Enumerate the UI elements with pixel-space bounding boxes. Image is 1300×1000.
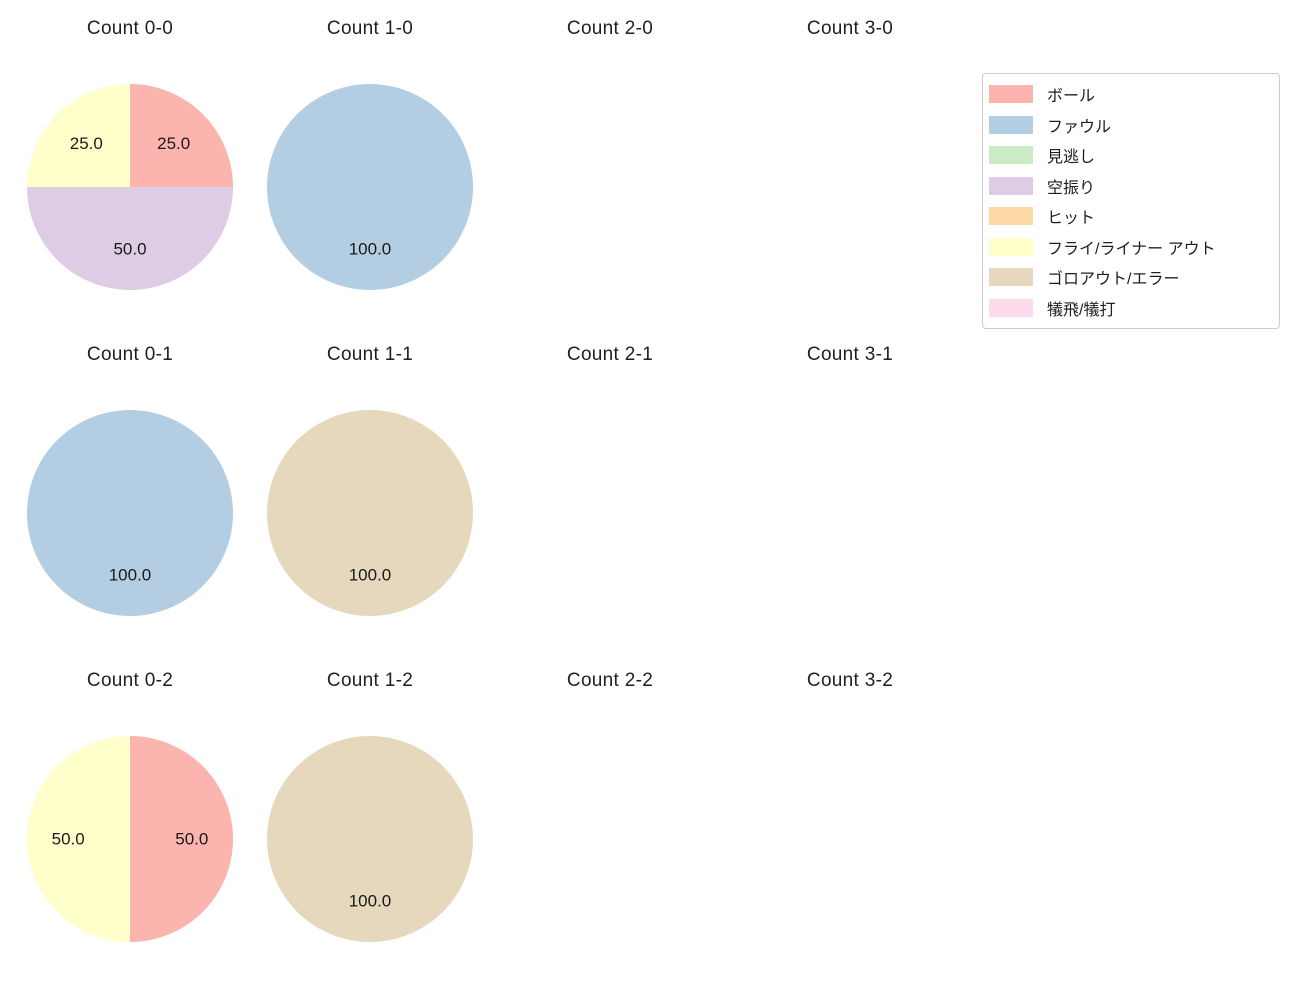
pie-cell-count-2-2: Count 2-2 <box>490 669 730 942</box>
legend-item-sacrifice: 犠飛/犠打 <box>983 293 1279 324</box>
legend-item-groundout-error: ゴロアウト/エラー <box>983 262 1279 293</box>
legend-swatch <box>989 176 1033 195</box>
legend-item-called-strike: 見逃し <box>983 140 1279 171</box>
pie-slice <box>130 736 233 942</box>
pie-cell-count-3-1: Count 3-1 <box>730 343 970 616</box>
pie-slice <box>27 84 130 187</box>
pie-title: Count 2-0 <box>566 18 654 39</box>
pie-slice-label: 100.0 <box>349 565 392 584</box>
legend-label: 犠飛/犠打 <box>1047 301 1116 319</box>
pie-slice-label: 25.0 <box>70 134 103 153</box>
pie-slice-label: 50.0 <box>52 830 85 849</box>
legend-label: ゴロアウト/エラー <box>1047 271 1180 289</box>
pie-chart: 100.0 <box>267 410 473 616</box>
pie-cell-count-0-0: Count 0-0 25.0 50.0 25.0 <box>10 17 250 290</box>
pie-cell-count-1-1: Count 1-1 100.0 <box>250 343 490 616</box>
pie-slice <box>27 410 233 616</box>
pie-chart: 25.0 50.0 25.0 <box>27 84 233 290</box>
legend-swatch <box>989 115 1033 134</box>
pie-cell-count-3-0: Count 3-0 <box>730 17 970 290</box>
legend-item-hit: ヒット <box>983 201 1279 232</box>
legend-label: 見逃し <box>1047 149 1096 167</box>
pie-slice-label: 100.0 <box>109 565 152 584</box>
legend-label: 空振り <box>1047 179 1096 197</box>
pie-title: Count 2-2 <box>566 670 654 691</box>
pie-slice-label: 50.0 <box>175 830 208 849</box>
pie-title: Count 1-1 <box>326 344 414 365</box>
pie-chart <box>747 736 953 942</box>
pie-cell-count-0-2: Count 0-2 50.0 50.0 <box>10 669 250 942</box>
legend-label: フライ/ライナー アウト <box>1047 240 1216 258</box>
legend-item-ball: ボール <box>983 79 1279 110</box>
pie-chart <box>747 410 953 616</box>
pie-title: Count 0-0 <box>86 18 174 39</box>
pie-chart: 100.0 <box>267 84 473 290</box>
pie-chart: 100.0 <box>27 410 233 616</box>
pie-title: Count 3-2 <box>806 670 894 691</box>
legend-swatch <box>989 268 1033 287</box>
pie-title: Count 0-1 <box>86 344 174 365</box>
pie-chart <box>507 84 713 290</box>
pie-cell-count-3-2: Count 3-2 <box>730 669 970 942</box>
pie-slice-label: 100.0 <box>349 239 392 258</box>
legend-swatch <box>989 237 1033 256</box>
pie-title: Count 1-2 <box>326 670 414 691</box>
legend-label: ヒット <box>1047 210 1096 228</box>
legend-swatch <box>989 85 1033 104</box>
legend-label: ファウル <box>1047 118 1112 136</box>
pie-title: Count 0-2 <box>86 670 174 691</box>
pie-cell-count-2-1: Count 2-1 <box>490 343 730 616</box>
legend-item-swinging-strike: 空振り <box>983 171 1279 202</box>
pie-slice <box>130 84 233 187</box>
pie-title: Count 2-1 <box>566 344 654 365</box>
pie-cell-count-1-2: Count 1-2 100.0 <box>250 669 490 942</box>
pie-slice-label: 50.0 <box>113 239 146 258</box>
pie-slice-label: 100.0 <box>349 891 392 910</box>
legend: ボール ファウル 見逃し 空振り ヒット フライ/ライナー アウト ゴロアウト/… <box>982 73 1280 329</box>
legend-item-foul: ファウル <box>983 110 1279 141</box>
pie-cell-count-2-0: Count 2-0 <box>490 17 730 290</box>
pie-chart <box>507 410 713 616</box>
pie-chart: 50.0 50.0 <box>27 736 233 942</box>
pie-chart <box>747 84 953 290</box>
pie-slice <box>27 187 233 290</box>
pie-slice <box>267 84 473 290</box>
pie-chart <box>507 736 713 942</box>
pie-title: Count 3-1 <box>806 344 894 365</box>
legend-label: ボール <box>1047 88 1096 106</box>
pie-chart: 100.0 <box>267 736 473 942</box>
pie-cell-count-1-0: Count 1-0 100.0 <box>250 17 490 290</box>
pie-slice <box>267 736 473 942</box>
pie-slice-label: 25.0 <box>157 134 190 153</box>
legend-swatch <box>989 298 1033 317</box>
pie-title: Count 3-0 <box>806 18 894 39</box>
pie-title: Count 1-0 <box>326 18 414 39</box>
pie-slice <box>27 736 130 942</box>
legend-swatch <box>989 146 1033 165</box>
pie-cell-count-0-1: Count 0-1 100.0 <box>10 343 250 616</box>
legend-item-fly-liner-out: フライ/ライナー アウト <box>983 232 1279 263</box>
pie-slice <box>267 410 473 616</box>
legend-swatch <box>989 207 1033 226</box>
